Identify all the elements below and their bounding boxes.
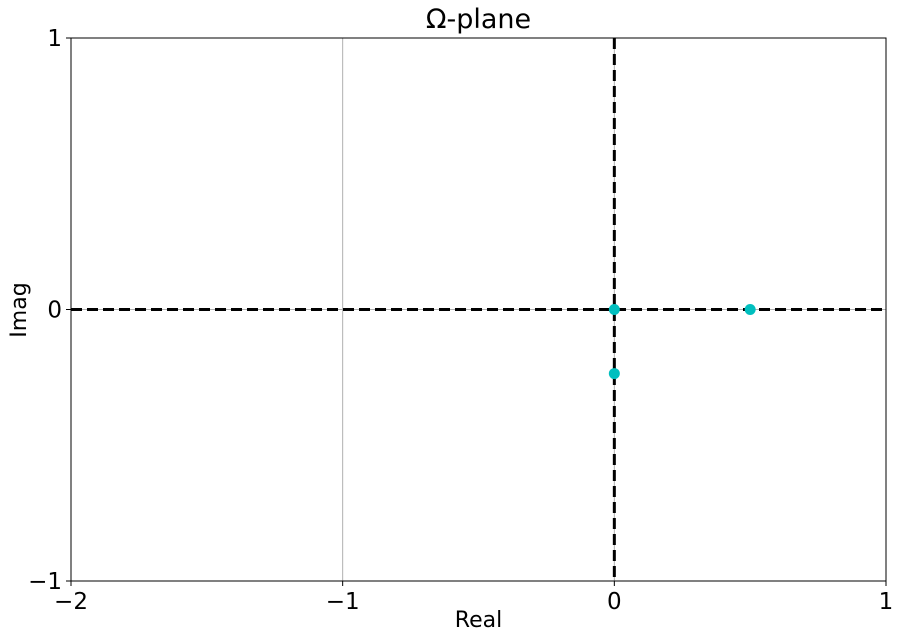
x-tick-label: −1 xyxy=(326,589,360,615)
y-tick-label: 1 xyxy=(47,26,62,52)
x-axis-label: Real xyxy=(455,608,502,633)
x-tick-label: 0 xyxy=(607,589,622,615)
x-axis-ticks: −2 −1 0 1 xyxy=(54,581,893,615)
data-point xyxy=(608,368,620,380)
x-tick-label: −2 xyxy=(54,589,88,615)
data-point xyxy=(608,304,620,315)
x-tick-label: 1 xyxy=(879,589,894,615)
y-axis-ticks: −1 0 1 xyxy=(28,26,71,595)
y-tick-label: 0 xyxy=(47,298,62,324)
chart-title: Ω-plane xyxy=(426,4,531,35)
y-tick-label: −1 xyxy=(28,569,62,595)
data-points xyxy=(608,304,756,380)
data-point xyxy=(744,304,756,315)
y-axis-label: Imag xyxy=(7,282,32,337)
